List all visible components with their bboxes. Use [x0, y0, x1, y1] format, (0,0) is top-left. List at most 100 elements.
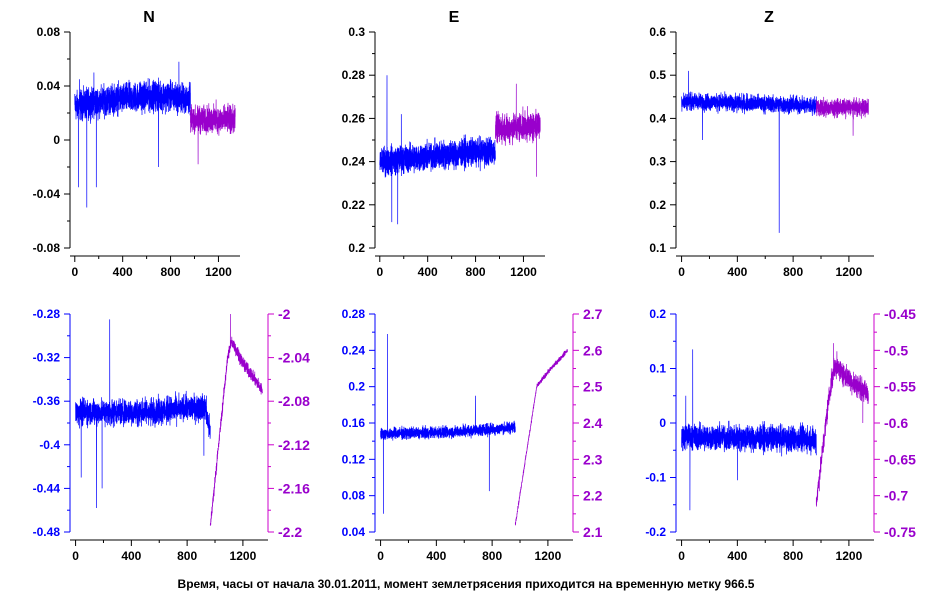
- y-tick-label-bottom-E-5: 0.24: [342, 343, 366, 357]
- y2-tick-label-bottom-N-4: -2.04: [278, 350, 310, 366]
- x-tick-label-bottom-N-2: 800: [177, 549, 197, 563]
- x-tick-label-bottom-Z-1: 400: [727, 549, 747, 563]
- y-tick-label-bottom-Z-4: 0.2: [649, 307, 666, 321]
- y2-tick-label-bottom-E-6: 2.7: [583, 306, 603, 322]
- series-top-N-1: [190, 99, 236, 165]
- series-bottom-Z-1: [815, 343, 869, 507]
- y-tick-label-bottom-N-1: -0.44: [33, 481, 61, 495]
- y-tick-label-bottom-E-1: 0.08: [342, 489, 366, 503]
- series-bottom-N-0: [75, 319, 211, 509]
- x-tick-label-top-N-3: 1200: [205, 265, 232, 279]
- chart-title-top-E: E: [449, 9, 460, 26]
- y-tick-label-top-E-0: 0.2: [348, 241, 365, 255]
- y-tick-label-top-E-3: 0.26: [342, 111, 366, 125]
- x-tick-label-top-Z-3: 1200: [836, 265, 863, 279]
- y-tick-label-top-N-0: -0.08: [33, 241, 61, 255]
- x-axis-caption: Время, часы от начала 30.01.2011, момент…: [177, 577, 755, 591]
- x-tick-label-bottom-E-3: 1200: [535, 549, 562, 563]
- y-tick-label-top-E-1: 0.22: [342, 198, 366, 212]
- x-tick-label-bottom-E-1: 400: [426, 549, 446, 563]
- y-tick-label-bottom-N-5: -0.28: [33, 307, 61, 321]
- series-top-E-0: [379, 75, 496, 225]
- y-tick-label-bottom-N-3: -0.36: [33, 394, 61, 408]
- x-tick-label-top-E-2: 800: [466, 265, 486, 279]
- y2-tick-label-bottom-Z-0: -0.75: [884, 524, 916, 540]
- y-tick-label-top-N-2: 0: [53, 133, 60, 147]
- series-top-Z-1: [815, 96, 869, 136]
- chart-title-top-Z: Z: [764, 9, 774, 26]
- chart-title-top-N: N: [143, 9, 155, 26]
- y2-tick-label-bottom-E-4: 2.5: [583, 379, 603, 395]
- y2-tick-label-bottom-N-3: -2.08: [278, 393, 310, 409]
- x-tick-label-top-N-0: 0: [71, 265, 78, 279]
- y2-tick-label-bottom-Z-3: -0.6: [884, 415, 908, 431]
- y2-tick-label-bottom-E-0: 2.1: [583, 524, 603, 540]
- y2-tick-label-bottom-Z-2: -0.65: [884, 451, 916, 467]
- series-top-N-0: [74, 61, 191, 208]
- y2-tick-label-bottom-Z-4: -0.55: [884, 379, 916, 395]
- chart-top-Z: Z 0.1 0.2 0.3 0.4 0.5 0.6 0 400 800 1200: [649, 9, 874, 279]
- x-tick-label-bottom-Z-3: 1200: [836, 549, 863, 563]
- y-tick-label-top-E-5: 0.3: [348, 25, 365, 39]
- y-tick-label-top-Z-1: 0.2: [649, 198, 666, 212]
- y-tick-label-bottom-Z-3: 0.1: [649, 362, 666, 376]
- series-top-Z-0: [681, 70, 817, 233]
- y-tick-label-top-Z-0: 0.1: [649, 241, 666, 255]
- y-tick-label-top-Z-2: 0.3: [649, 155, 666, 169]
- y2-tick-label-bottom-N-2: -2.12: [278, 437, 310, 453]
- x-tick-label-top-Z-0: 0: [678, 265, 685, 279]
- chart-top-E: E 0.2 0.22 0.24 0.26 0.28 0.3 0 400 800 1200: [342, 9, 545, 279]
- y2-tick-label-bottom-N-5: -2: [278, 306, 291, 322]
- x-tick-label-bottom-E-0: 0: [377, 549, 384, 563]
- y-tick-label-top-Z-4: 0.5: [649, 68, 666, 82]
- x-tick-label-bottom-E-2: 800: [482, 549, 502, 563]
- y-tick-label-bottom-E-0: 0.04: [342, 525, 366, 539]
- x-tick-label-top-Z-2: 800: [783, 265, 803, 279]
- series-bottom-E-1: [514, 349, 568, 526]
- x-tick-label-top-N-1: 400: [113, 265, 133, 279]
- x-tick-label-top-Z-1: 400: [727, 265, 747, 279]
- y2-tick-label-bottom-N-0: -2.2: [278, 524, 302, 540]
- y2-tick-label-bottom-E-1: 2.2: [583, 488, 603, 504]
- y-tick-label-top-Z-3: 0.4: [649, 111, 666, 125]
- y2-tick-label-bottom-Z-1: -0.7: [884, 488, 908, 504]
- chart-bottom-Z: -0.2 -0.1 0 0.1 0.2 -0.75 -0.7 -0.65 -0.6 -0.55 -0…: [645, 306, 916, 563]
- y-tick-label-top-N-1: -0.04: [33, 187, 61, 201]
- x-tick-label-bottom-Z-0: 0: [678, 549, 685, 563]
- y2-tick-label-bottom-E-2: 2.3: [583, 451, 603, 467]
- x-tick-label-bottom-N-1: 400: [121, 549, 141, 563]
- y-tick-label-bottom-Z-1: -0.1: [645, 471, 666, 485]
- x-tick-label-bottom-Z-2: 800: [783, 549, 803, 563]
- y2-tick-label-bottom-E-5: 2.6: [583, 342, 603, 358]
- y-tick-label-bottom-N-4: -0.32: [33, 351, 61, 365]
- series-bottom-Z-0: [681, 349, 817, 511]
- y2-tick-label-bottom-N-1: -2.16: [278, 480, 310, 496]
- y-tick-label-top-N-3: 0.04: [37, 79, 61, 93]
- y-tick-label-bottom-Z-0: -0.2: [645, 525, 666, 539]
- x-tick-label-bottom-N-3: 1200: [230, 549, 257, 563]
- y-tick-label-top-E-4: 0.28: [342, 68, 366, 82]
- y-tick-label-bottom-E-6: 0.28: [342, 307, 366, 321]
- y-tick-label-bottom-E-3: 0.16: [342, 416, 366, 430]
- y-tick-label-top-E-2: 0.24: [342, 155, 366, 169]
- x-tick-label-top-E-1: 400: [418, 265, 438, 279]
- chart-bottom-N: -0.48 -0.44 -0.4 -0.36 -0.32 -0.28 -2.2 -2.16 -2…: [33, 306, 310, 563]
- y-tick-label-bottom-E-4: 0.2: [348, 380, 365, 394]
- y-tick-label-bottom-N-0: -0.48: [33, 525, 61, 539]
- y2-tick-label-bottom-E-3: 2.4: [583, 415, 603, 431]
- chart-bottom-E: 0.04 0.08 0.12 0.16 0.2 0.24 0.28 2.1 2.2 2.3 2.4 2…: [342, 306, 603, 563]
- x-tick-label-top-E-0: 0: [376, 265, 383, 279]
- y2-tick-label-bottom-Z-6: -0.45: [884, 306, 916, 322]
- y2-tick-label-bottom-Z-5: -0.5: [884, 342, 908, 358]
- x-tick-label-top-N-2: 800: [161, 265, 181, 279]
- y-tick-label-top-N-4: 0.08: [37, 25, 61, 39]
- series-bottom-E-0: [380, 333, 516, 514]
- y-tick-label-bottom-E-2: 0.12: [342, 452, 366, 466]
- y-tick-label-top-Z-5: 0.6: [649, 25, 666, 39]
- series-top-E-1: [495, 83, 541, 177]
- x-tick-label-top-E-3: 1200: [510, 265, 537, 279]
- chart-top-N: N -0.08 -0.04 0 0.04 0.08 0 400 800 1200: [33, 9, 240, 279]
- x-tick-label-bottom-N-0: 0: [72, 549, 79, 563]
- y-tick-label-bottom-Z-2: 0: [659, 416, 666, 430]
